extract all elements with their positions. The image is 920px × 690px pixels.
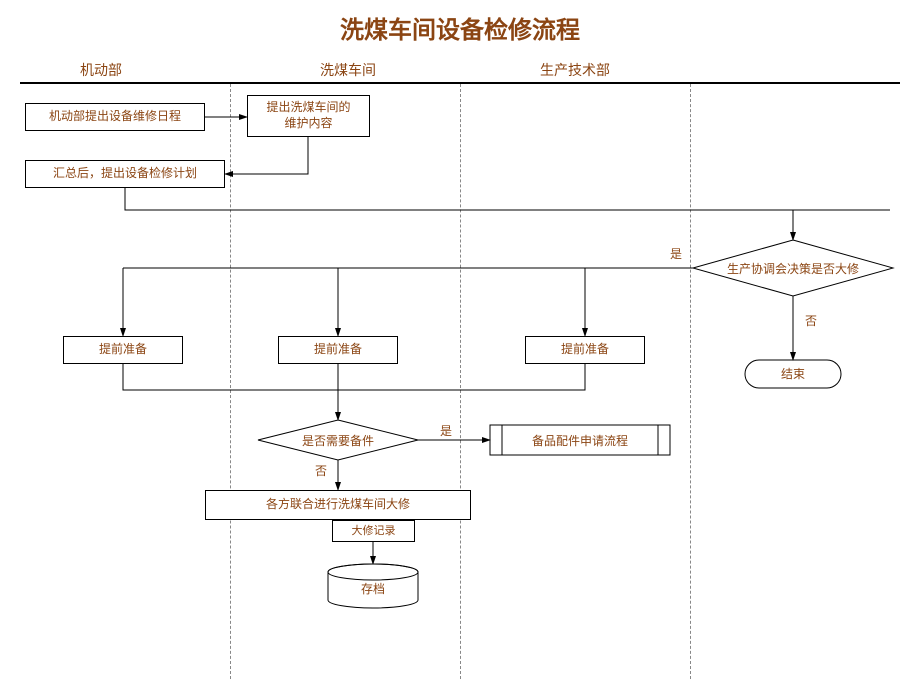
node-spare-process: 备品配件申请流程: [502, 432, 658, 449]
node-record: 大修记录: [332, 520, 415, 542]
node-end: 结束: [745, 365, 841, 382]
node-archive: 存档: [328, 580, 418, 597]
label-yes-1: 是: [670, 245, 682, 262]
lane-divider-2: [460, 84, 461, 679]
page-title: 洗煤车间设备检修流程: [0, 10, 920, 45]
node-prep-2: 提前准备: [278, 336, 398, 364]
label-no-2: 否: [315, 462, 327, 479]
label-yes-2: 是: [440, 422, 452, 439]
node-prep-1: 提前准备: [63, 336, 183, 364]
node-maintain-content: 提出洗煤车间的 维护内容: [247, 95, 370, 137]
node-need-spare: 是否需要备件: [258, 432, 418, 449]
node-prep-3: 提前准备: [525, 336, 645, 364]
lane-label-3: 生产技术部: [540, 60, 610, 80]
node-joint-repair: 各方联合进行洗煤车间大修: [205, 490, 471, 520]
lane-label-1: 机动部: [80, 60, 122, 80]
label-no-1: 否: [805, 312, 817, 329]
lane-divider-3: [690, 84, 691, 679]
lane-divider-1: [230, 84, 231, 679]
node-decision-major: 生产协调会决策是否大修: [693, 260, 893, 277]
lane-label-2: 洗煤车间: [320, 60, 376, 80]
node-summary-plan: 汇总后，提出设备检修计划: [25, 160, 225, 188]
node-schedule: 机动部提出设备维修日程: [25, 103, 205, 131]
